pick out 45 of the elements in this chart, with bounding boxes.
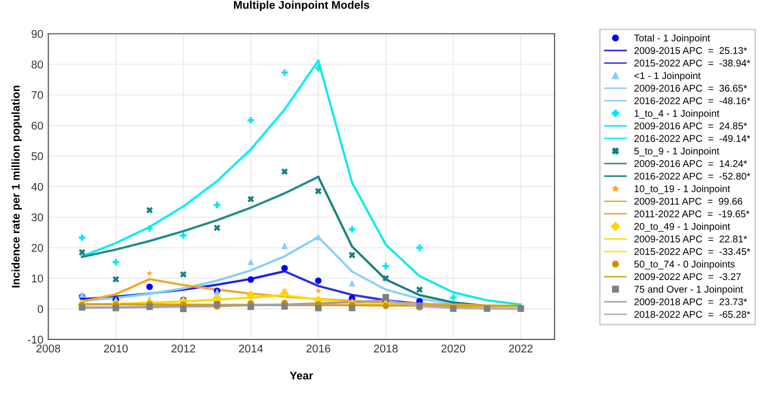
x-tick-label: 2022 bbox=[508, 344, 533, 352]
legend-label: 2009-2022 APC = -3.27 bbox=[634, 273, 741, 280]
legend-label: 5_to_9 - 1 Joinpoint bbox=[634, 147, 720, 156]
legend-label: 2009-2016 APC = 14.24* bbox=[634, 160, 748, 168]
y-tick-label: 70 bbox=[32, 91, 44, 100]
legend-label: 50_to_74 - 0 Joinpoints bbox=[634, 260, 735, 270]
x-tick-label: 2018 bbox=[374, 344, 398, 352]
y-tick-label: 10 bbox=[32, 274, 44, 282]
y-tick-label: 40 bbox=[31, 182, 44, 191]
x-tick-label: 2010 bbox=[104, 344, 128, 352]
x-tick-label: 2014 bbox=[239, 344, 263, 352]
legend-label: 2009-2016 APC = 36.65* bbox=[634, 84, 748, 92]
x-axis-title: Year bbox=[290, 372, 314, 380]
legend-label: 2011-2022 APC = -19.65* bbox=[634, 210, 750, 218]
y-tick-label: 0 bbox=[38, 305, 44, 313]
legend-label: 2018-2022 APC = -65.28* bbox=[634, 310, 750, 318]
x-tick-label: 2008 bbox=[36, 344, 60, 352]
legend-label: 2016-2022 APC = -52.80* bbox=[634, 172, 750, 180]
y-tick-label: 50 bbox=[32, 152, 44, 160]
legend-label: 75 and Over - 1 Joinpoint bbox=[634, 286, 744, 295]
legend-label: 2015-2022 APC = -33.45* bbox=[634, 248, 750, 256]
legend-label: Total - 1 Joinpoint bbox=[634, 34, 710, 44]
chart-title: Multiple Joinpoint Models bbox=[234, 0, 370, 12]
legend-label: 10_to_19 - 1 Joinpoint bbox=[634, 185, 730, 194]
y-tick-label: 20 bbox=[32, 244, 44, 252]
y-axis-title: Incidence rate per 1 million population bbox=[11, 86, 22, 288]
x-tick-label: 2016 bbox=[306, 344, 330, 352]
y-tick-label: 30 bbox=[32, 213, 44, 222]
y-tick-label: 60 bbox=[32, 122, 44, 130]
legend-label: 2016-2022 APC = -49.14* bbox=[634, 135, 750, 142]
legend-label: 2009-2016 APC = 24.85* bbox=[634, 122, 748, 130]
legend-label: 2009-2015 APC = 22.81* bbox=[634, 236, 748, 242]
legend-label: 2015-2022 APC = -38.94* bbox=[634, 60, 750, 67]
legend-label: 2009-2015 APC = 25.13* bbox=[634, 47, 748, 54]
legend-label: 2009-2018 APC = 23.73* bbox=[634, 298, 748, 306]
legend-label: <1 - 1 Joinpoint bbox=[634, 72, 701, 82]
y-tick-label: 90 bbox=[32, 30, 44, 38]
legend-label: 2009-2011 APC = 99.66 bbox=[634, 198, 742, 205]
legend-label: 1_to_4 - 1 Joinpoint bbox=[634, 110, 720, 119]
x-tick-label: 2012 bbox=[172, 344, 196, 352]
legend-label: 20_to_49 - 1 Joinpoint bbox=[634, 222, 730, 232]
y-tick-label: 80 bbox=[32, 60, 44, 68]
y-tick-label: -10 bbox=[28, 336, 44, 344]
legend-label: 2016-2022 APC = -48.16* bbox=[634, 97, 750, 104]
x-tick-label: 2020 bbox=[442, 344, 466, 352]
